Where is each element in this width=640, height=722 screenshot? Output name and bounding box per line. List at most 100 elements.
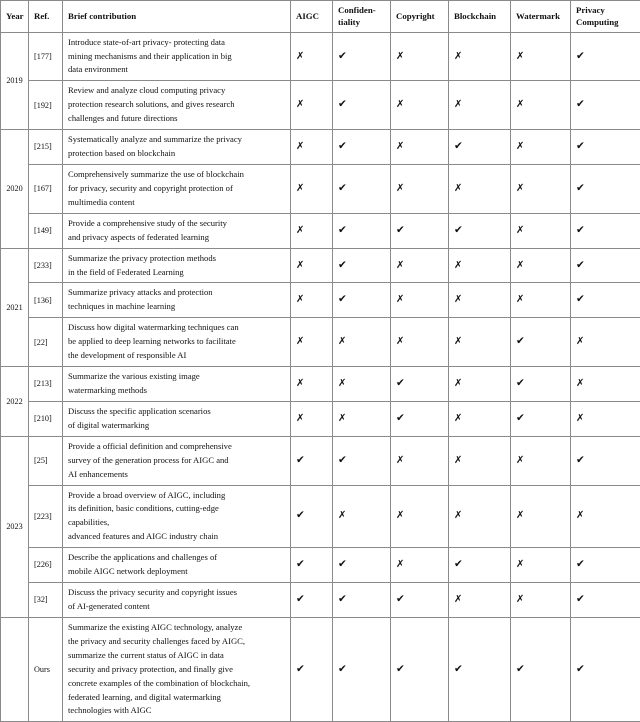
cross-icon: ✗	[576, 336, 584, 347]
reference-cell: [213]	[29, 367, 63, 402]
check-icon: ✔	[296, 558, 305, 570]
cross-icon: ✗	[454, 413, 462, 424]
brief-contribution-line: be applied to deep learning networks to …	[68, 335, 285, 349]
cross-icon: ✗	[516, 594, 524, 605]
column-header-line: AIGC	[296, 10, 327, 22]
reference-cell: [25]	[29, 436, 63, 485]
cross-icon: ✗	[454, 594, 462, 605]
cross-icon: ✗	[338, 336, 346, 347]
cross-icon: ✗	[576, 378, 584, 389]
brief-contribution-cell: Discuss the privacy security and copyrig…	[63, 583, 291, 618]
table-body: 2019[177]Introduce state-of-art privacy-…	[1, 32, 640, 722]
mark-cell-aigc: ✗	[291, 81, 333, 130]
mark-cell-confidentiality: ✔	[333, 32, 391, 81]
check-icon: ✔	[396, 224, 405, 236]
check-icon: ✔	[296, 454, 305, 466]
reference-cell: [167]	[29, 165, 63, 214]
check-icon: ✔	[576, 454, 585, 466]
mark-cell-blockchain: ✗	[449, 367, 511, 402]
check-icon: ✔	[338, 140, 347, 152]
brief-contribution-line: Discuss the privacy security and copyrig…	[68, 586, 285, 600]
brief-contribution-line: federated learning, and digital watermar…	[68, 691, 285, 705]
column-header-line: Privacy	[576, 4, 635, 16]
cross-icon: ✗	[396, 260, 404, 271]
mark-cell-aigc: ✗	[291, 248, 333, 283]
cross-icon: ✗	[516, 294, 524, 305]
mark-cell-confidentiality: ✔	[333, 617, 391, 721]
brief-contribution-line: mining mechanisms and their application …	[68, 50, 285, 64]
cross-icon: ✗	[296, 336, 304, 347]
mark-cell-copyright: ✗	[391, 165, 449, 214]
brief-contribution-line: capabilities,	[68, 516, 285, 530]
column-header-line: Confiden-	[338, 4, 385, 16]
mark-cell-blockchain: ✗	[449, 248, 511, 283]
column-header-line: Blockchain	[454, 10, 505, 22]
column-header-line: tiality	[338, 16, 385, 28]
check-icon: ✔	[338, 259, 347, 271]
cross-icon: ✗	[576, 413, 584, 424]
brief-contribution-cell: Comprehensively summarize the use of blo…	[63, 165, 291, 214]
check-icon: ✔	[338, 293, 347, 305]
column-header-year: Year	[1, 1, 29, 33]
cross-icon: ✗	[454, 336, 462, 347]
mark-cell-privacy: ✗	[571, 485, 640, 548]
mark-cell-aigc: ✔	[291, 548, 333, 583]
mark-cell-blockchain: ✗	[449, 401, 511, 436]
cross-icon: ✗	[454, 51, 462, 62]
column-header-line: Ref.	[34, 10, 57, 22]
column-header-ref: Ref.	[29, 1, 63, 33]
cross-icon: ✗	[516, 260, 524, 271]
mark-cell-confidentiality: ✔	[333, 283, 391, 318]
mark-cell-watermark: ✗	[511, 130, 571, 165]
mark-cell-privacy: ✔	[571, 583, 640, 618]
cross-icon: ✗	[296, 294, 304, 305]
mark-cell-privacy: ✔	[571, 213, 640, 248]
table-row: [22]Discuss how digital watermarking tec…	[1, 318, 640, 367]
check-icon: ✔	[516, 377, 525, 389]
brief-contribution-line: Provide a comprehensive study of the sec…	[68, 217, 285, 231]
cross-icon: ✗	[296, 225, 304, 236]
mark-cell-confidentiality: ✗	[333, 401, 391, 436]
mark-cell-watermark: ✔	[511, 318, 571, 367]
brief-contribution-line: security and privacy protection, and fin…	[68, 663, 285, 677]
brief-contribution-line: the privacy and security challenges face…	[68, 635, 285, 649]
mark-cell-aigc: ✔	[291, 583, 333, 618]
brief-contribution-cell: Describe the applications and challenges…	[63, 548, 291, 583]
mark-cell-confidentiality: ✔	[333, 548, 391, 583]
year-cell: 2020	[1, 130, 29, 248]
column-header-line: Watermark	[516, 10, 565, 22]
year-cell: 2021	[1, 248, 29, 366]
brief-contribution-line: and privacy aspects of federated learnin…	[68, 231, 285, 245]
mark-cell-copyright: ✔	[391, 367, 449, 402]
cross-icon: ✗	[454, 510, 462, 521]
brief-contribution-cell: Systematically analyze and summarize the…	[63, 130, 291, 165]
mark-cell-blockchain: ✗	[449, 32, 511, 81]
cross-icon: ✗	[516, 183, 524, 194]
mark-cell-privacy: ✔	[571, 617, 640, 721]
column-header-aigc: AIGC	[291, 1, 333, 33]
mark-cell-aigc: ✗	[291, 32, 333, 81]
check-icon: ✔	[396, 377, 405, 389]
brief-contribution-cell: Discuss the specific application scenari…	[63, 401, 291, 436]
cross-icon: ✗	[516, 51, 524, 62]
brief-contribution-line: Summarize the existing AIGC technology, …	[68, 621, 285, 635]
cross-icon: ✗	[454, 294, 462, 305]
reference-cell: [192]	[29, 81, 63, 130]
mark-cell-blockchain: ✗	[449, 81, 511, 130]
check-icon: ✔	[454, 558, 463, 570]
brief-contribution-line: Discuss how digital watermarking techniq…	[68, 321, 285, 335]
check-icon: ✔	[576, 50, 585, 62]
brief-contribution-line: protection research solutions, and gives…	[68, 98, 285, 112]
brief-contribution-line: advanced features and AIGC industry chai…	[68, 530, 285, 544]
table-row: 2021[233]Summarize the privacy protectio…	[1, 248, 640, 283]
table-row: [226]Describe the applications and chall…	[1, 548, 640, 583]
check-icon: ✔	[576, 98, 585, 110]
check-icon: ✔	[396, 663, 405, 675]
cross-icon: ✗	[396, 183, 404, 194]
year-cell	[1, 617, 29, 721]
mark-cell-privacy: ✔	[571, 283, 640, 318]
mark-cell-watermark: ✗	[511, 248, 571, 283]
